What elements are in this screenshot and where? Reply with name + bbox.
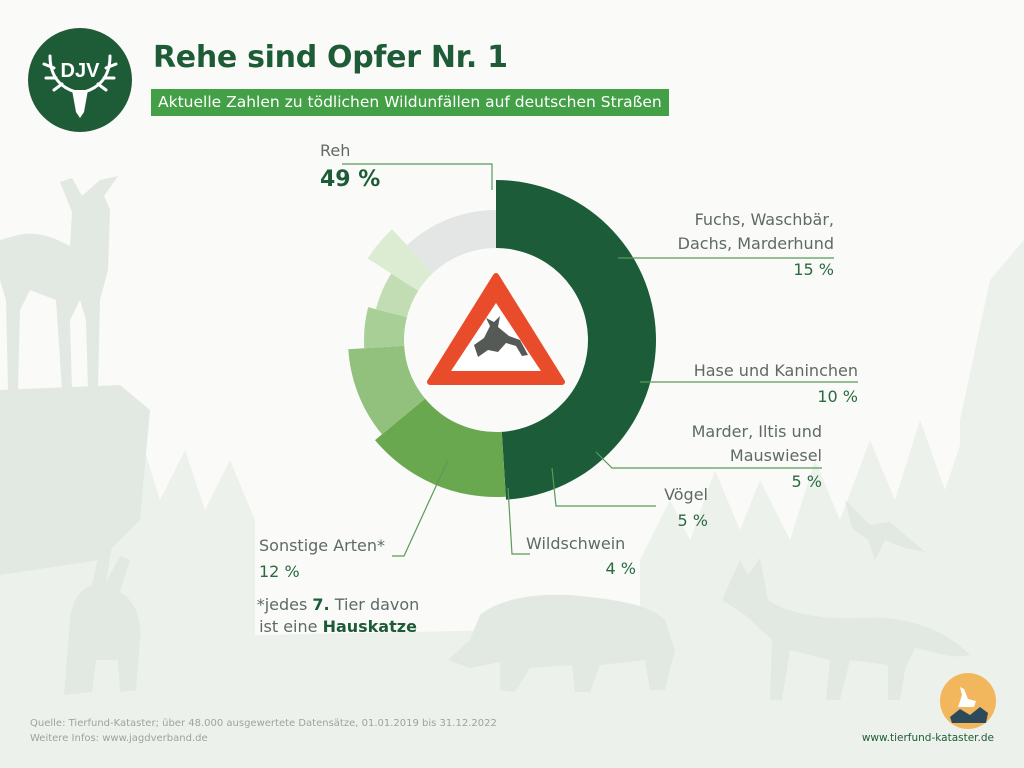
slice-label-fuchs-line1: Fuchs, Waschbär, [694, 210, 834, 229]
djv-logo: DJV [28, 28, 132, 132]
deer-antler-icon [42, 54, 118, 94]
slice-label-voegel: Vögel [664, 485, 708, 504]
deer-crossing-warning-sign-icon [427, 273, 565, 385]
donut-slice-0 [496, 180, 656, 500]
donut-slice-4 [375, 273, 419, 318]
slice-label-fuchs-line2: Dachs, Marderhund [677, 234, 834, 253]
footer-source: Quelle: Tierfund-Kataster; über 48.000 a… [30, 716, 497, 746]
slice-label-hase: Hase und Kaninchen [693, 361, 858, 380]
page-title: Rehe sind Opfer Nr. 1 [153, 40, 508, 75]
leader-line-0 [342, 163, 493, 190]
slice-label-fuchs: Fuchs, Waschbär, Dachs, Marderhund [678, 208, 834, 256]
footnote-animal: Hauskatze [322, 617, 417, 636]
donut-slice-3 [364, 307, 407, 349]
leader-line-3 [595, 451, 822, 469]
leader-line-6 [392, 459, 449, 557]
tierfund-kataster-url[interactable]: www.tierfund-kataster.de [861, 732, 994, 744]
donut-slice-6 [407, 210, 496, 273]
slice-value-marder: 5 % [791, 472, 822, 491]
logo-text: DJV [61, 60, 101, 82]
slice-label-wildschwein: Wildschwein [526, 534, 626, 553]
slice-value-voegel: 5 % [677, 511, 708, 530]
info-link[interactable]: Weitere Infos: www.jagdverband.de [30, 733, 208, 744]
donut-slice-2 [348, 345, 426, 435]
footnote-middle: Tier davon [329, 595, 420, 614]
source-text: Quelle: Tierfund-Kataster; über 48.000 a… [30, 718, 497, 729]
footnote-hauskatze: *jedes 7. Tier davon ist eine Hauskatze [248, 594, 428, 638]
slice-label-reh: Reh [320, 141, 351, 160]
slice-value-reh: 49 % [320, 167, 381, 192]
footnote-prefix: *jedes [256, 595, 313, 614]
page-subtitle: Aktuelle Zahlen zu tödlichen Wildunfälle… [151, 89, 669, 116]
leader-line-4 [551, 467, 656, 507]
slice-value-wildschwein: 4 % [605, 559, 636, 578]
tierfund-kataster-deer-map-icon [940, 673, 996, 729]
deer-head-icon [72, 90, 88, 118]
slice-label-marder-line1: Marder, Iltis und [691, 422, 822, 441]
slice-value-sonstige: 12 % [259, 562, 300, 581]
leader-line-5 [507, 487, 530, 555]
slice-label-marder-line2: Mauswiesel [729, 446, 822, 465]
footnote-line2-prefix: ist eine [259, 617, 323, 636]
slice-value-hase: 10 % [817, 387, 858, 406]
donut-slice-5 [367, 229, 434, 291]
footnote-count: 7. [312, 595, 330, 614]
slice-label-sonstige: Sonstige Arten* [259, 536, 386, 555]
donut-slice-1 [375, 398, 506, 497]
slice-label-marder: Marder, Iltis und Mauswiesel [692, 420, 822, 468]
slice-value-fuchs: 15 % [793, 260, 834, 279]
